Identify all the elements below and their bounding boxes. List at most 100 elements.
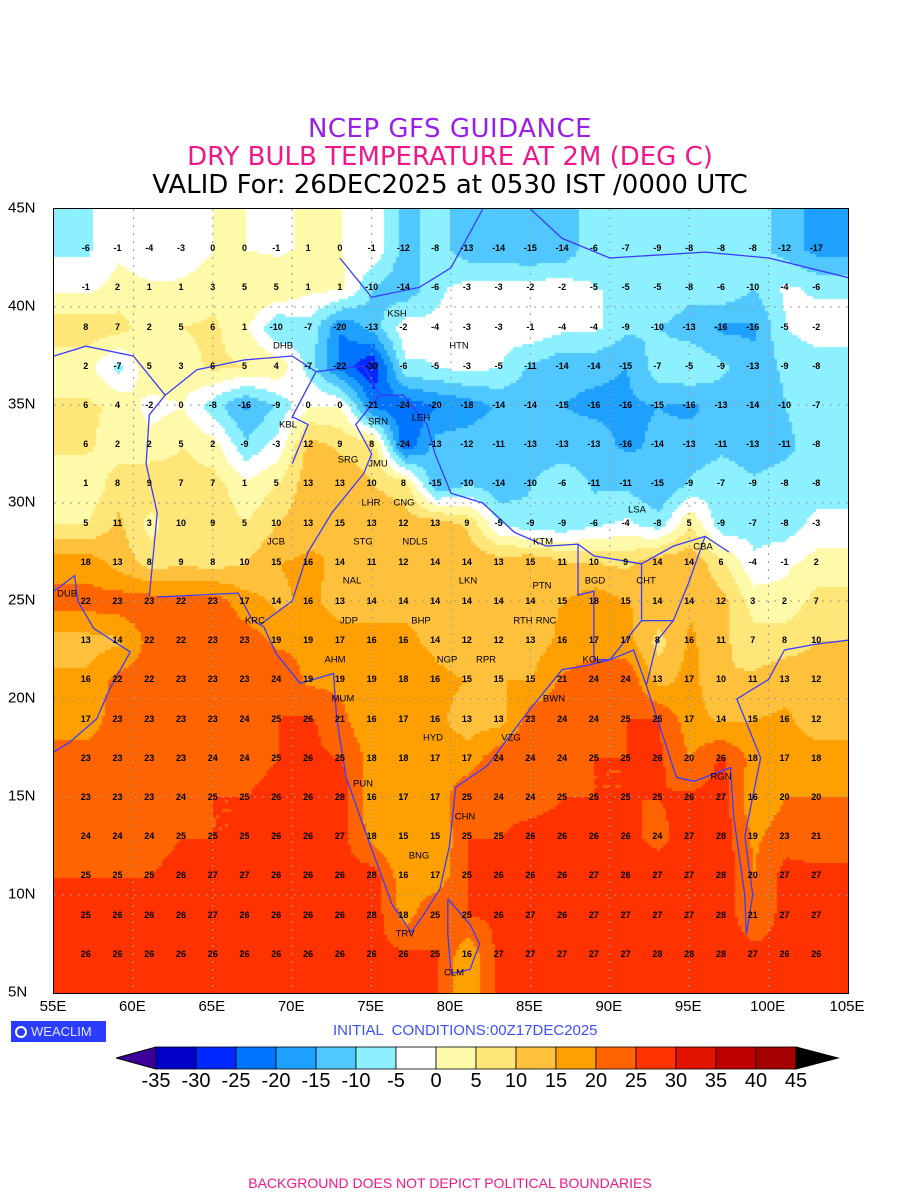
grid-value: 26 <box>271 870 282 881</box>
grid-value: -20 <box>428 400 442 410</box>
grid-value: -3 <box>494 321 503 332</box>
grid-value: 27 <box>588 870 599 881</box>
grid-value: 25 <box>652 792 663 802</box>
grid-value: -3 <box>177 243 186 254</box>
latitude-label: 45N <box>8 199 36 217</box>
city-label: DUB <box>56 588 78 600</box>
grid-value: 2 <box>781 596 787 606</box>
grid-value: 25 <box>557 792 568 802</box>
grid-value: 25 <box>620 752 631 763</box>
grid-value: 25 <box>80 909 91 920</box>
grid-value: -1 <box>81 282 90 293</box>
grid-value: -9 <box>526 517 535 528</box>
grid-value: -5 <box>494 517 503 528</box>
grid-value: -4 <box>558 321 567 332</box>
grid-value: 14 <box>525 596 536 606</box>
grid-value: 14 <box>652 556 663 567</box>
grid-value: 11 <box>366 556 377 567</box>
colorbar <box>116 1046 840 1070</box>
grid-value: 25 <box>271 752 282 763</box>
grid-value: -11 <box>524 360 537 371</box>
grid-value: 10 <box>239 556 250 567</box>
grid-value: -16 <box>619 439 633 450</box>
grid-value: -16 <box>238 400 252 410</box>
weaclim-logo: WEACLIM <box>11 1021 106 1042</box>
grid-value: 19 <box>303 674 314 685</box>
grid-value: 24 <box>144 831 155 842</box>
grid-value: 23 <box>144 713 155 724</box>
grid-value: 2 <box>115 282 121 293</box>
grid-value: -4 <box>780 282 789 293</box>
grid-value: 15 <box>525 556 536 567</box>
longitude-label: 90E <box>595 998 623 1015</box>
grid-value: -1 <box>526 321 535 332</box>
grid-value: 12 <box>715 596 726 606</box>
city-label: BGD <box>584 575 606 587</box>
grid-value: 28 <box>715 870 726 881</box>
grid-value: -8 <box>748 243 757 254</box>
boundary-line <box>645 620 674 686</box>
grid-value: 22 <box>144 635 155 646</box>
grid-value: -13 <box>428 439 442 450</box>
footer-note: BACKGROUND DOES NOT DEPICT POLITICAL BOU… <box>248 1175 652 1191</box>
grid-value: 23 <box>176 752 187 763</box>
grid-value: 24 <box>80 831 91 842</box>
grid-value: 5 <box>242 360 248 371</box>
city-label: KBL <box>279 419 297 431</box>
grid-value: 26 <box>493 870 504 881</box>
grid-value: -9 <box>621 321 630 332</box>
grid-value: 24 <box>112 831 123 842</box>
grid-value: 9 <box>178 556 184 567</box>
grid-value: 14 <box>334 556 345 567</box>
grid-value: -1 <box>367 243 376 254</box>
grid-value: 15 <box>334 517 345 528</box>
grid-value: 4 <box>273 360 279 371</box>
grid-value: -5 <box>653 282 662 293</box>
city-label: NDLS <box>402 536 428 548</box>
grid-value: -2 <box>558 282 567 293</box>
grid-value: 22 <box>176 596 187 606</box>
grid-value: 0 <box>337 400 343 410</box>
grid-value: -9 <box>272 400 281 410</box>
grid-value: -9 <box>780 360 789 371</box>
grid-value: 15 <box>525 674 536 685</box>
grid-value: 23 <box>144 792 155 802</box>
map-labels: -6 -1 -4 -3 0 0 -1 1 0 -1 -12 -8 -13 -14 -15 -14 -6 -7 -9-… <box>54 209 848 993</box>
grid-value: 25 <box>239 831 250 842</box>
grid-value: 7 <box>178 478 184 489</box>
grid-value: 9 <box>464 517 470 528</box>
grid-value: 8 <box>146 556 152 567</box>
grid-value: 27 <box>652 870 663 881</box>
grid-value: -11 <box>778 439 791 450</box>
grid-value: 25 <box>112 870 123 881</box>
grid-value: 23 <box>207 596 218 606</box>
grid-value: 9 <box>623 556 629 567</box>
valid-time: VALID For: 26DEC2025 at 0530 IST /0000 U… <box>152 170 748 200</box>
grid-value: -3 <box>462 282 471 293</box>
grid-value: 23 <box>207 635 218 646</box>
grid-value: 3 <box>178 360 184 371</box>
grid-value: -2 <box>526 282 535 293</box>
city-label: VZG <box>501 732 521 744</box>
grid-value: 16 <box>747 792 758 802</box>
grid-value: 3 <box>146 517 152 528</box>
grid-value: 9 <box>146 478 152 489</box>
city-label: KOL <box>582 654 602 666</box>
grid-value: -9 <box>685 478 694 489</box>
city-label: LSA <box>628 504 646 516</box>
grid-value: 20 <box>779 792 790 802</box>
grid-value: -15 <box>523 243 537 254</box>
grid-value: 7 <box>115 321 121 332</box>
grid-value: 8 <box>654 635 660 646</box>
grid-value: 15 <box>271 556 282 567</box>
grid-value: 27 <box>684 909 695 920</box>
grid-value: 2 <box>146 321 152 332</box>
grid-value: 25 <box>176 831 187 842</box>
grid-value: -12 <box>396 243 410 254</box>
grid-value: 23 <box>144 752 155 763</box>
grid-value: 0 <box>178 400 184 410</box>
grid-value: 10 <box>271 517 282 528</box>
grid-value: -1 <box>272 243 281 254</box>
grid-value: -9 <box>748 478 757 489</box>
grid-value: 5 <box>178 321 184 332</box>
